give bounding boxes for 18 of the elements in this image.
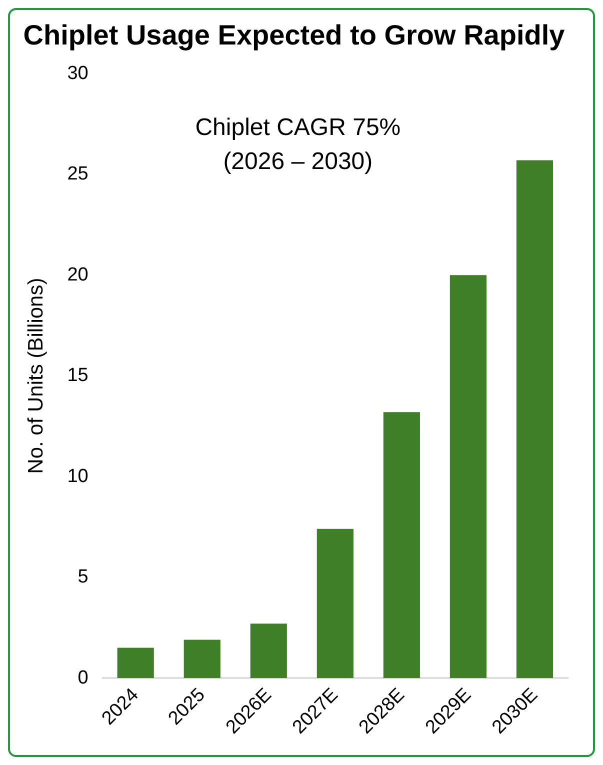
bar [316,528,354,678]
annotation: Chiplet CAGR 75% [195,114,401,142]
bar [383,412,420,678]
y-tick-label: 0 [78,667,88,688]
bar [250,624,287,678]
bar [516,160,554,678]
y-tick-label: 25 [67,164,88,185]
y-tick-label: 15 [67,365,88,386]
y-tick-label: 5 [78,566,88,588]
annotation: (2026 – 2030) [223,148,373,176]
bar [450,275,487,678]
bar [184,640,220,678]
y-tick-label: 30 [67,62,88,84]
y-tick-label: 20 [67,264,88,286]
bar [117,648,154,678]
y-tick-label: 10 [67,466,88,487]
chart-title: Chiplet Usage Expected to Grow Rapidly [23,20,566,51]
y-axis-title: No. of Units (Billions) [24,278,48,474]
